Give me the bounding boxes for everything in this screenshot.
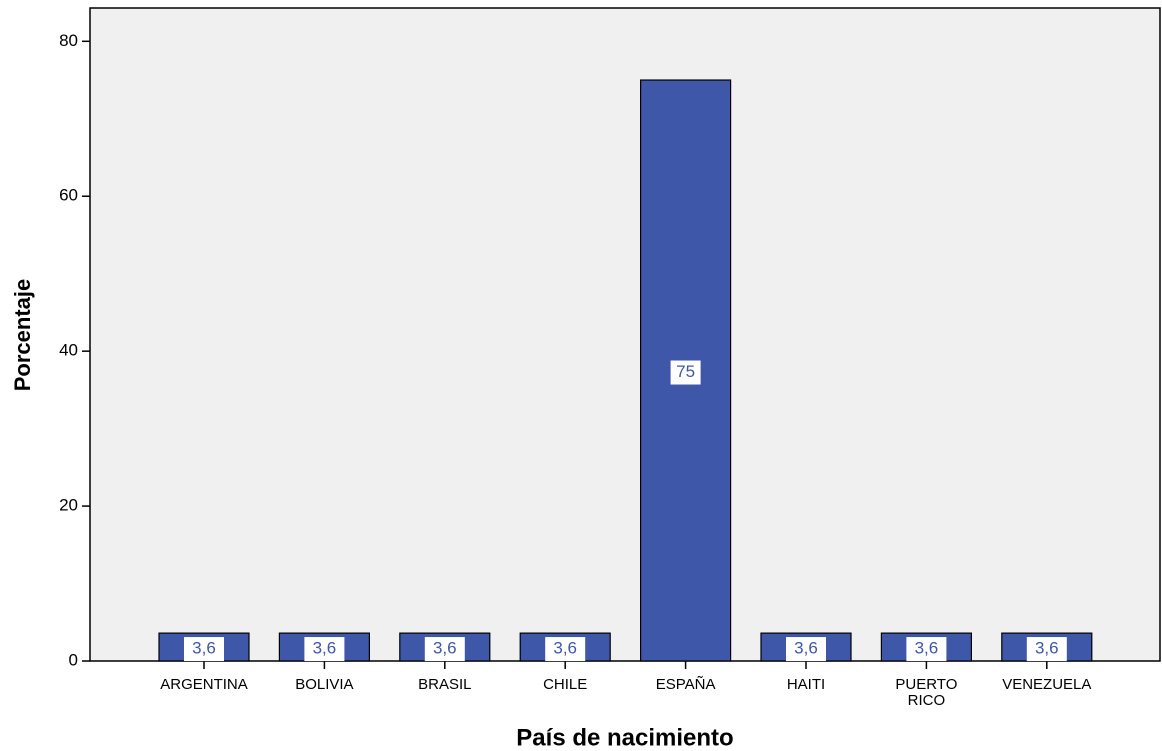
y-tick-label: 80 xyxy=(59,31,78,50)
y-axis-label: Porcentaje xyxy=(10,279,35,392)
value-label-box xyxy=(670,360,701,385)
value-label: 3,6 xyxy=(794,639,818,658)
y-tick-label: 0 xyxy=(69,650,78,669)
plot-area xyxy=(89,7,1161,662)
value-label: 3,6 xyxy=(553,639,577,658)
value-label-box xyxy=(786,637,826,662)
value-label: 3,6 xyxy=(192,639,216,658)
x-tick-label: HAITI xyxy=(786,676,826,693)
x-tick-label: CHILE xyxy=(543,676,588,693)
value-label-box xyxy=(906,637,947,662)
y-tick-label: 60 xyxy=(59,186,78,205)
value-label: 3,6 xyxy=(915,639,939,658)
x-tick-label: ARGENTINA xyxy=(160,676,248,693)
value-label-box xyxy=(545,637,586,662)
y-tick-label: 40 xyxy=(59,341,78,360)
x-tick-label: ESPAÑA xyxy=(655,676,716,693)
x-tick-label: BOLIVIA xyxy=(295,676,354,693)
value-label-box xyxy=(1026,637,1067,662)
x-axis-label: País de nacimiento xyxy=(516,724,733,751)
x-tick-label: BRASIL xyxy=(418,676,472,693)
value-label: 75 xyxy=(676,362,695,381)
y-tick-label: 20 xyxy=(59,496,78,515)
value-label-box xyxy=(424,637,465,662)
value-label: 3,6 xyxy=(433,639,457,658)
value-label-box xyxy=(304,637,345,662)
x-tick-label: PUERTO RICO xyxy=(895,676,958,709)
value-label-box xyxy=(184,637,224,662)
value-label: 3,6 xyxy=(1035,639,1059,658)
value-label: 3,6 xyxy=(313,639,337,658)
x-tick-label: VENEZUELA xyxy=(1002,676,1092,693)
